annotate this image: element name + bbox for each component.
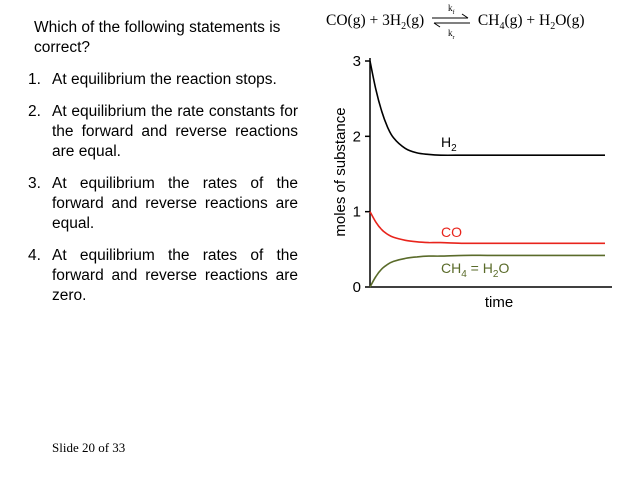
- x-axis-label: time: [485, 294, 513, 311]
- equilibrium-arrow-icon: kf kr: [428, 3, 474, 41]
- y-axis-label: moles of substance: [332, 107, 349, 236]
- series-line-ch4-h2o: [369, 254, 605, 288]
- series-label-co: CO: [441, 224, 462, 240]
- option-4[interactable]: 4. At equilibrium the rates of the forwar…: [28, 246, 298, 306]
- series-label-h2: H2: [441, 134, 457, 154]
- y-tick-label: 2: [353, 128, 361, 145]
- answer-options: 1. At equilibrium the reaction stops. 2. A…: [28, 70, 298, 318]
- option-text: At equilibrium the reaction stops.: [52, 71, 277, 88]
- reactant-co: CO(g): [326, 12, 366, 29]
- option-text: At equilibrium the rates of the forward …: [52, 247, 298, 304]
- series-line-h2: [369, 60, 605, 157]
- option-number: 2.: [28, 103, 41, 120]
- option-1[interactable]: 1. At equilibrium the reaction stops.: [28, 70, 298, 90]
- reaction-equation: CO(g) + 3H2(g) kf kr CH4(g) + H2O(g): [326, 3, 585, 41]
- series-line-co: [369, 211, 605, 245]
- option-number: 1.: [28, 71, 41, 88]
- y-tick-label: 0: [353, 279, 361, 296]
- option-number: 4.: [28, 247, 41, 264]
- plus-sign: +: [526, 12, 536, 29]
- product-h2o: H2O(g): [539, 12, 585, 33]
- option-2[interactable]: 2. At equilibrium the rate constants for …: [28, 102, 298, 162]
- reactant-h2: 3H2(g): [382, 12, 425, 33]
- slide-number: Slide 20 of 33: [52, 440, 126, 455]
- y-tick-label: 3: [353, 53, 361, 70]
- y-tick-label: 1: [353, 204, 361, 221]
- series-label-ch4-h2o: CH4 = H2O: [441, 260, 509, 280]
- question-text: Which of the following statements is cor…: [34, 19, 281, 56]
- option-text: At equilibrium the rate constants for th…: [52, 103, 298, 160]
- option-text: At equilibrium the rates of the forward …: [52, 175, 298, 232]
- option-3[interactable]: 3. At equilibrium the rates of the forwar…: [28, 174, 298, 234]
- option-number: 3.: [28, 175, 41, 192]
- product-ch4: CH4(g): [477, 12, 523, 33]
- plus-sign: +: [369, 12, 379, 29]
